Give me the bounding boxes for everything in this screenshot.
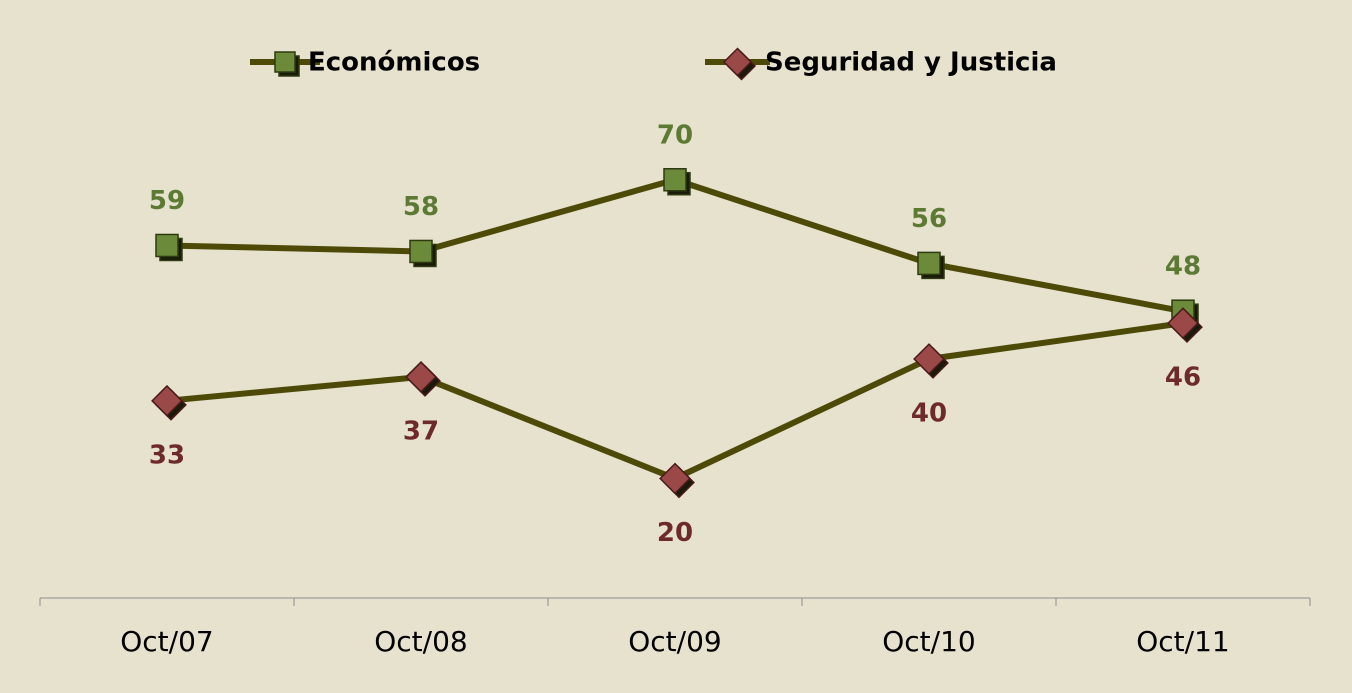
legend-label: Económicos [308, 48, 480, 78]
marker-face [151, 384, 183, 417]
marker [659, 462, 695, 499]
marker-face [274, 51, 296, 73]
marker [405, 361, 441, 397]
data-label: 56 [911, 204, 947, 234]
marker-face [917, 251, 941, 276]
data-label: 70 [657, 120, 693, 150]
marker-face [659, 462, 691, 495]
x-tick-label: Oct/11 [1136, 625, 1229, 658]
marker-face [1167, 307, 1199, 340]
marker [722, 47, 757, 81]
x-tick-label: Oct/07 [120, 625, 213, 658]
marker-face [155, 233, 179, 258]
data-label: 20 [657, 518, 693, 548]
marker [913, 343, 949, 379]
legend-label: Seguridad y Justicia [765, 48, 1057, 78]
data-label: 37 [403, 416, 439, 446]
marker-face [913, 343, 945, 375]
data-label: 59 [149, 186, 185, 216]
x-tick-label: Oct/10 [882, 625, 975, 658]
data-label: 33 [149, 440, 185, 470]
data-label: 46 [1165, 363, 1201, 393]
marker [151, 384, 187, 421]
marker [1167, 307, 1203, 344]
marker-face [405, 361, 437, 393]
marker-face [663, 168, 687, 192]
data-label: 40 [911, 399, 947, 429]
marker [663, 168, 691, 196]
marker-face [722, 47, 753, 77]
marker [274, 51, 300, 77]
x-tick-label: Oct/09 [628, 625, 721, 658]
marker-face [409, 239, 433, 264]
data-label: 48 [1165, 252, 1201, 282]
marker [409, 239, 437, 268]
marker [155, 233, 183, 262]
x-tick-label: Oct/08 [374, 625, 467, 658]
data-label: 58 [403, 192, 439, 222]
marker [917, 251, 945, 280]
